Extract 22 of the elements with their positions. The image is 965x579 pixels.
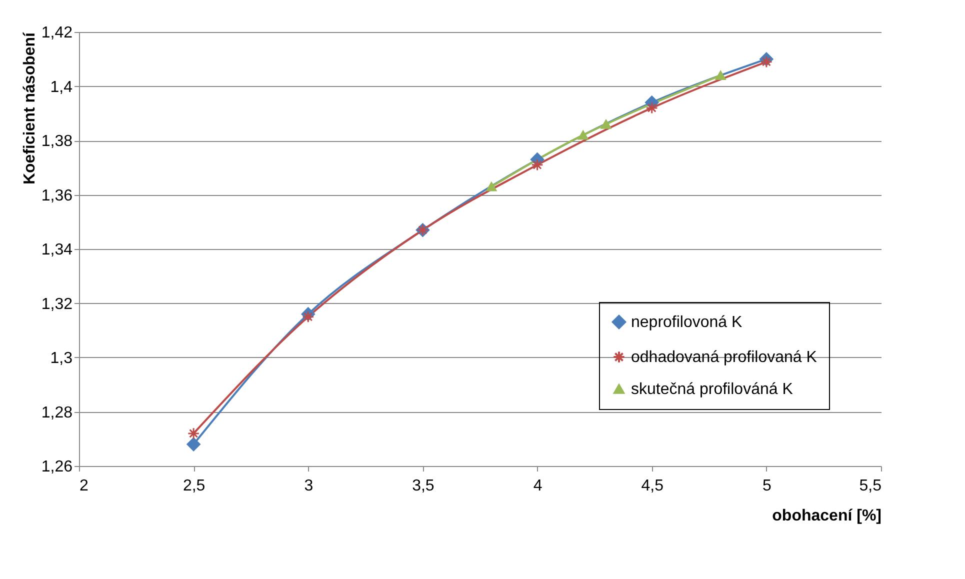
x-tick-label: 2,5: [182, 478, 206, 494]
y-tick-label: 1,4: [50, 78, 73, 96]
y-axis-title: Koeficient násobení: [21, 32, 38, 185]
y-tick-label: 1,28: [41, 404, 73, 422]
y-tick-label: 1,36: [41, 187, 73, 204]
legend-label: odhadovaná profilovaná K: [631, 349, 818, 366]
y-tick-label: 1,26: [41, 458, 73, 476]
legend-label: skutečná profilováná K: [631, 381, 794, 398]
x-tick-label: 5: [762, 478, 772, 494]
y-tick-label: 1,42: [41, 24, 73, 42]
x-tick-label: 4: [533, 478, 542, 494]
y-tick-label: 1,34: [41, 242, 73, 258]
x-tick-label: 3: [304, 478, 314, 494]
y-tick-label: 1,32: [41, 296, 73, 313]
x-tick-label: 3,5: [412, 478, 434, 494]
x-tick-label: 5,5: [859, 478, 882, 494]
x-axis-title: obohacení [%]: [772, 508, 882, 524]
y-tick-label: 1,3: [50, 350, 73, 367]
x-tick-label: 2: [80, 478, 88, 494]
y-tick-label: 1,38: [41, 133, 73, 150]
x-tick-label: 4,5: [641, 478, 664, 494]
legend-label: neprofilovoná K: [631, 314, 743, 331]
